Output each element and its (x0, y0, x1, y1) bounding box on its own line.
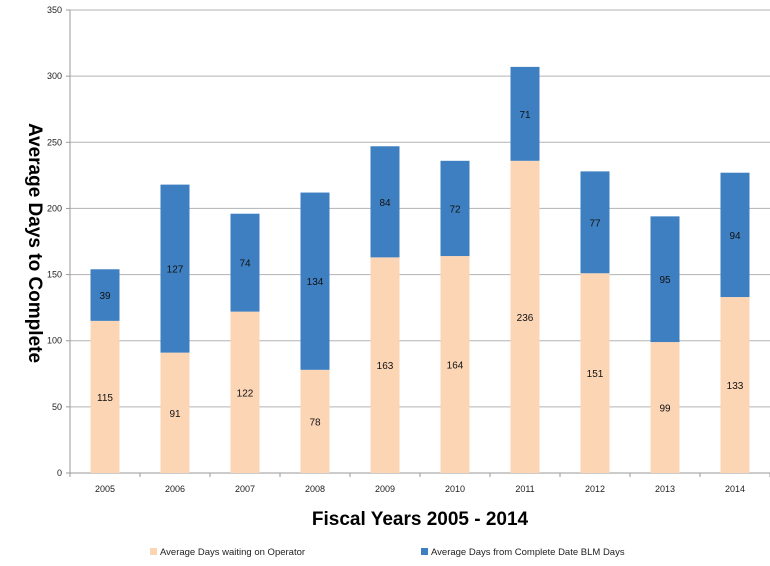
x-axis-label: Fiscal Years 2005 - 2014 (312, 509, 529, 530)
x-tick-label: 2009 (375, 484, 395, 494)
bars: 115 39 91 127 122 74 78 134 163 84 164 72 236 71 151 77… (90, 66, 750, 473)
bar-segment-operator (90, 320, 120, 473)
bar-segment-operator (230, 311, 260, 473)
data-label: 78 (309, 417, 321, 428)
x-tick-label: 2008 (305, 484, 325, 494)
bar-segment-blm (720, 172, 750, 298)
data-label: 94 (729, 231, 741, 242)
data-label: 84 (379, 198, 391, 209)
x-tick-label: 2006 (165, 484, 185, 494)
y-tick-label: 0 (57, 468, 62, 478)
bar-segment-blm (300, 192, 330, 370)
data-label: 99 (659, 404, 671, 415)
legend-swatch (421, 548, 428, 555)
bar-segment-operator (440, 256, 470, 473)
data-label: 115 (97, 393, 113, 404)
data-label: 133 (727, 381, 744, 392)
legend-item: Average Days from Complete Date BLM Days (421, 547, 625, 558)
y-axis-ticks: 0 50 100 150 200 250 300 350 (47, 5, 62, 478)
data-label: 74 (239, 259, 251, 270)
bar-segment-operator (370, 257, 400, 473)
x-tick-label: 2013 (655, 484, 675, 494)
bar-segment-blm (90, 269, 120, 321)
legend: Average Days waiting on Operator Average … (150, 547, 625, 558)
bar-segment-blm (510, 66, 540, 161)
x-tick-label: 2010 (445, 484, 465, 494)
bar-segment-operator (650, 342, 680, 473)
y-tick-label: 350 (47, 5, 62, 15)
y-tick-label: 200 (47, 203, 62, 213)
x-tick-label: 2005 (95, 484, 115, 494)
bar-segment-blm (370, 146, 400, 258)
y-tick-label: 50 (52, 402, 62, 412)
data-label: 134 (307, 277, 324, 288)
x-tick-label: 2007 (235, 484, 255, 494)
data-label: 236 (517, 313, 534, 324)
data-label: 71 (519, 110, 531, 121)
bar-segment-blm (650, 216, 680, 343)
y-tick-label: 250 (47, 137, 62, 147)
bar-segment-operator (720, 297, 750, 473)
y-tick-label: 300 (47, 71, 62, 81)
legend-swatch (150, 548, 157, 555)
bar-segment-operator (300, 369, 330, 473)
x-tick-label: 2012 (585, 484, 605, 494)
data-label: 127 (167, 265, 184, 276)
bar-segment-operator (160, 352, 190, 473)
y-tick-label: 100 (47, 336, 62, 346)
data-label: 95 (659, 275, 671, 286)
legend-label: Average Days from Complete Date BLM Days (431, 547, 625, 558)
bar-segment-blm (580, 171, 610, 274)
bar-segment-operator (510, 160, 540, 473)
data-label: 163 (377, 361, 394, 372)
y-axis-label: Average Days to Complete (24, 123, 45, 363)
legend-label: Average Days waiting on Operator (160, 547, 305, 558)
bar-segment-blm (160, 184, 190, 353)
x-axis-ticks: 2005 2006 2007 2008 2009 2010 2011 2012 2013 2014 (95, 484, 745, 494)
data-label: 72 (449, 204, 461, 215)
x-tick-label: 2014 (725, 484, 745, 494)
legend-item: Average Days waiting on Operator (150, 547, 305, 558)
data-label: 39 (99, 291, 111, 302)
y-tick-label: 150 (47, 270, 62, 280)
bar-segment-blm (230, 213, 260, 312)
data-label: 164 (447, 361, 464, 372)
bar-segment-blm (440, 160, 470, 257)
data-label: 91 (169, 409, 181, 420)
data-label: 77 (589, 218, 601, 229)
bar-segment-operator (580, 273, 610, 473)
data-label: 151 (587, 369, 604, 380)
data-label: 122 (237, 388, 254, 399)
x-tick-label: 2011 (515, 484, 534, 494)
